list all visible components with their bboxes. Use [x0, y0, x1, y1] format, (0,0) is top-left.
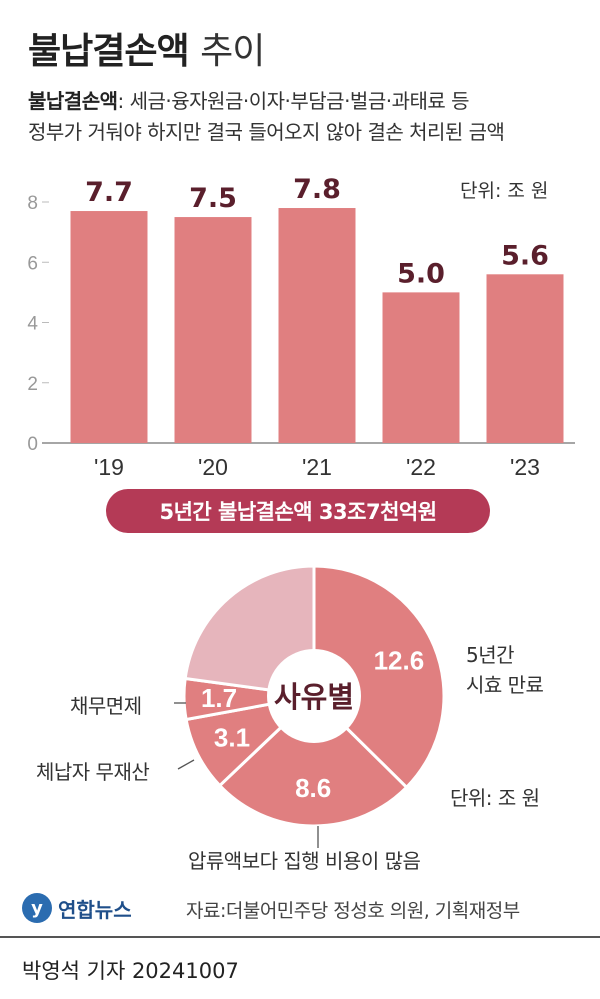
y-tick-label: 4	[27, 314, 38, 335]
bar-value-label: 7.5	[189, 183, 237, 214]
y-tick-label: 8	[27, 193, 38, 214]
yonhap-logo-icon: y	[22, 893, 52, 923]
pie-value-label: 1.7	[201, 683, 237, 713]
desc-line2: 정부가 거둬야 하지만 결국 들어오지 않아 결손 처리된 금액	[28, 120, 505, 144]
summary-pill: 5년간 불납결손액 33조7천억원	[106, 489, 490, 533]
bar-value-label: 7.7	[85, 177, 133, 208]
bar	[174, 217, 252, 443]
pie-value-label: 12.6	[374, 645, 425, 675]
pie-slice	[183, 564, 316, 698]
bar-value-label: 5.6	[501, 240, 549, 271]
x-tick-label: '21	[302, 454, 332, 480]
pie-label-expire-line2: 시효 만료	[466, 673, 544, 697]
bar	[382, 292, 460, 443]
x-tick-label: '22	[406, 454, 436, 480]
x-tick-label: '23	[510, 454, 540, 480]
pie-slice	[184, 693, 319, 788]
pie-label-cost: 압류액보다 집행 비용이 많음	[188, 849, 421, 873]
logo: y 연합뉴스	[22, 893, 132, 923]
bar	[486, 274, 564, 443]
x-tick-label: '19	[94, 454, 124, 480]
bar-chart: 0 2 4 6 8 7.7 '19 7.5 '20 7.8 '21 5.0 '22 5.6 '23	[27, 174, 575, 480]
description: 불납결손액: 세금·융자원금·이자·부담금·벌금·과태료 등 정부가 거둬야 하…	[28, 86, 505, 148]
pie-label-waiver: 채무면제	[70, 694, 142, 718]
pie-label-noasset: 체납자 무재산	[36, 760, 150, 784]
bar-value-label: 7.8	[293, 174, 341, 205]
bar	[278, 208, 356, 443]
bar	[70, 211, 148, 443]
pie-slice	[182, 676, 315, 722]
pie-value-label: 3.1	[214, 723, 250, 753]
title-sub: 추이	[200, 31, 265, 72]
title-main: 불납결손액	[28, 31, 190, 72]
y-tick-label: 6	[27, 253, 38, 274]
y-tick-label: 2	[27, 374, 38, 395]
bar-value-label: 5.0	[397, 258, 445, 289]
pie-label-expire-line1: 5년간	[466, 643, 515, 667]
footer-divider	[0, 936, 600, 938]
pie-value-label: 8.6	[295, 773, 331, 803]
source-text: 자료:더불어민주당 정성호 의원, 기획재정부	[186, 900, 520, 922]
desc-line1: : 세금·융자원금·이자·부담금·벌금·과태료 등	[117, 89, 470, 113]
pie-slice	[312, 564, 446, 790]
pie-slice	[217, 693, 409, 828]
bar-unit-label: 단위: 조 원	[460, 180, 549, 202]
page-title: 불납결손액 추이	[28, 22, 265, 74]
byline: 박영석 기자 20241007	[22, 959, 239, 983]
pie-unit-label: 단위: 조 원	[450, 786, 540, 810]
logo-text: 연합뉴스	[58, 897, 132, 922]
y-tick-label: 0	[27, 434, 38, 455]
pie-label-expire: 5년간 시효 만료	[466, 640, 544, 700]
pie-center-label: 사유별	[274, 680, 354, 714]
desc-bold: 불납결손액	[28, 89, 118, 113]
x-tick-label: '20	[198, 454, 228, 480]
pie-center-hole	[267, 649, 361, 743]
leader-line-noasset	[177, 759, 195, 770]
